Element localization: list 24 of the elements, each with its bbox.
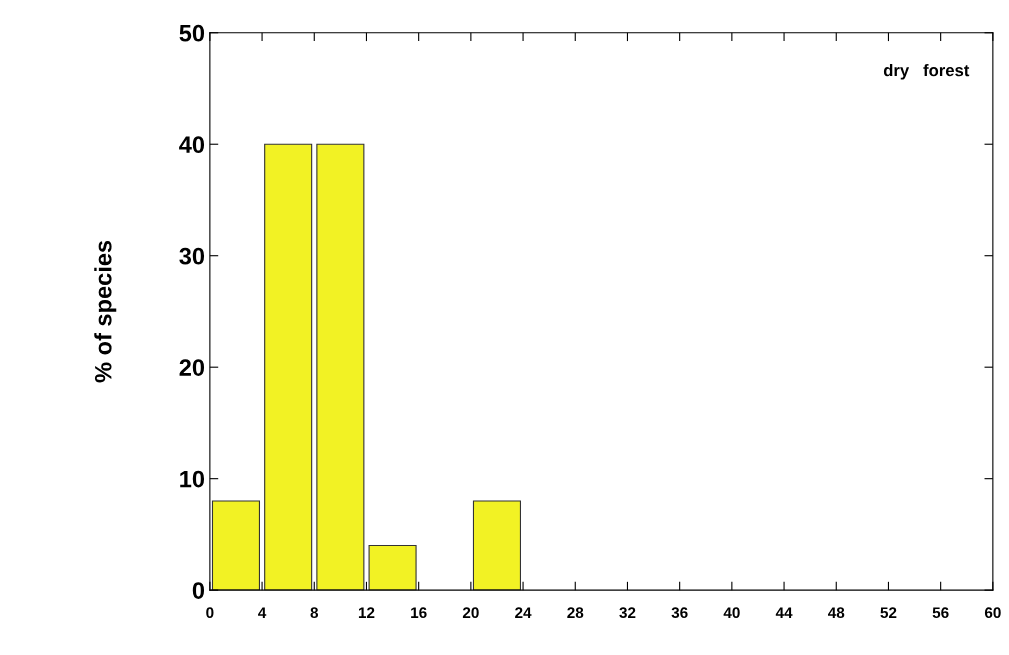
x-tick-label: 20 xyxy=(462,607,479,619)
x-tick-label: 4 xyxy=(258,607,267,618)
x-tick-label: 32 xyxy=(619,607,636,619)
y-tick-label: 10 xyxy=(180,470,205,488)
y-axis-title: % of species xyxy=(94,240,117,383)
x-tick-label: 36 xyxy=(671,607,688,619)
x-tick-label: 40 xyxy=(723,607,740,619)
y-tick-label: 50 xyxy=(179,24,205,42)
y-tick-label: 30 xyxy=(179,247,205,265)
x-tick-label: 48 xyxy=(827,607,845,619)
annotation: dry forest xyxy=(883,64,970,80)
x-tick-label: 12 xyxy=(358,607,375,618)
y-tick-label: 0 xyxy=(192,582,205,599)
x-tick-label: 24 xyxy=(515,607,532,618)
x-tick-label: 60 xyxy=(984,607,1001,619)
y-tick-label: 40 xyxy=(179,136,205,154)
x-tick-label: 44 xyxy=(775,607,793,618)
x-tick-label: 0 xyxy=(206,607,214,619)
x-tick-label: 8 xyxy=(310,607,319,619)
x-tick-label: 16 xyxy=(411,607,427,619)
x-tick-label: 52 xyxy=(880,607,897,619)
x-tick-label: 28 xyxy=(567,607,584,619)
y-tick-label: 20 xyxy=(179,359,205,376)
x-tick-label: 56 xyxy=(932,607,949,619)
